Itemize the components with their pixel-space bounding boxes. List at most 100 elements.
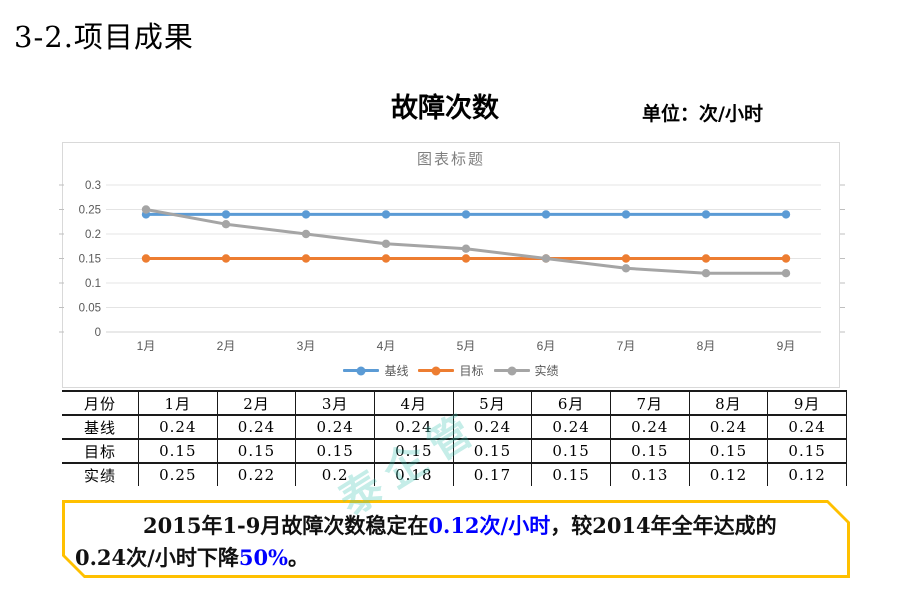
- x-axis-tick-label: 4月: [377, 339, 396, 353]
- x-axis-tick-label: 7月: [617, 339, 636, 353]
- table-cell: 0.15: [767, 438, 847, 464]
- y-axis-tick-label: 0.2: [85, 229, 101, 241]
- data-point-actual: [381, 239, 391, 248]
- data-point-baseline: [781, 210, 791, 219]
- data-point-target: [461, 254, 471, 263]
- data-point-actual: [301, 229, 311, 239]
- summary-box-inner: 2015年1-9月故障次数稳定在0.12次/小时，较2014年全年达成的 0.2…: [65, 503, 847, 575]
- line-chart: 0 0.05 0.1 0.15 0.2 0.25 0.3 1月 2月 3月 4月 5月 6月 7月 8月 9月: [59, 180, 845, 353]
- table-header-cell: 5月: [452, 390, 533, 416]
- y-axis-tick-label: 0.25: [79, 205, 101, 217]
- table-cell: 0.15: [609, 438, 690, 464]
- table-cell: 0.15: [295, 438, 375, 464]
- table-row-label: 基线: [62, 414, 139, 440]
- data-point-actual: [541, 254, 551, 263]
- y-axis-tick-label: 0.05: [79, 303, 101, 315]
- table-header-cell: 2月: [216, 390, 297, 416]
- axis-labels: 0 0.05 0.1 0.15 0.2 0.25 0.3 1月 2月 3月 4月 5月 6月 7月 8月 9月: [79, 180, 796, 353]
- table-header-cell: 6月: [531, 390, 611, 416]
- summary-highlight-percent: 50%: [238, 545, 289, 570]
- table-header-cell: 3月: [295, 390, 375, 416]
- x-axis-tick-label: 6月: [537, 339, 556, 353]
- x-axis-tick-label: 2月: [217, 339, 236, 353]
- table-row-label: 实绩: [62, 462, 139, 486]
- chart-panel: 图表标题 0 0.05 0.1 0.15 0.2 0.25 0.3 1月 2月 3月 4月 5月 6月 7…: [59, 142, 845, 388]
- table-header-cell: 9月: [767, 390, 847, 416]
- chart-inner-title: 图表标题: [416, 151, 485, 168]
- y-axis-tick-label: 0.1: [85, 278, 101, 290]
- summary-highlight-value: 0.12次/小时: [428, 513, 551, 538]
- table-row: 目标 0.15 0.15 0.15 0.15 0.15 0.15 0.15 0.15 0.15: [62, 438, 847, 464]
- x-axis-tick-label: 3月: [297, 339, 316, 353]
- y-axis-tick-label: 0.15: [79, 254, 101, 266]
- table-cell: 0.24: [531, 414, 611, 440]
- y-axis-tick-label: 0.3: [85, 180, 101, 192]
- summary-box: 2015年1-9月故障次数稳定在0.12次/小时，较2014年全年达成的 0.2…: [62, 500, 850, 578]
- data-point-baseline: [461, 210, 471, 219]
- summary-text: 2015年1-9月故障次数稳定在0.12次/小时，较2014年全年达成的 0.2…: [65, 503, 847, 575]
- series-actual: [141, 205, 791, 278]
- table-header-cell: 4月: [373, 390, 454, 416]
- legend-label: 实绩: [534, 364, 559, 378]
- data-point-target: [381, 254, 391, 263]
- x-axis-tick-label: 5月: [457, 339, 476, 353]
- table-cell: 0.15: [138, 438, 218, 464]
- x-axis-tick-label: 9月: [777, 339, 796, 353]
- data-point-baseline: [701, 210, 711, 219]
- table-cell: 0.24: [373, 414, 454, 440]
- table-header-cell: 7月: [609, 390, 690, 416]
- legend-label: 基线: [384, 364, 409, 378]
- table-cell: 0.24: [138, 414, 218, 440]
- table-header-cell: 月份: [62, 390, 139, 416]
- table-header-cell: 8月: [688, 390, 769, 416]
- legend-label: 目标: [459, 364, 484, 378]
- data-point-actual: [781, 269, 791, 278]
- x-axis-tick-label: 1月: [137, 339, 156, 353]
- legend-item-baseline: 基线: [343, 362, 408, 379]
- legend-marker-icon: [493, 366, 530, 375]
- y-axis-tick-label: 0: [95, 327, 101, 339]
- table-row-label: 目标: [62, 438, 139, 464]
- series-baseline: [141, 210, 791, 219]
- data-point-baseline: [541, 210, 551, 219]
- legend-marker-icon: [418, 366, 455, 375]
- table-cell: 0.12: [688, 462, 769, 486]
- table-cell: 0.18: [373, 462, 454, 486]
- page-title: 3-2.项目成果: [14, 20, 194, 54]
- data-point-baseline: [221, 210, 231, 219]
- legend-item-target: 目标: [418, 362, 484, 379]
- data-point-actual: [141, 205, 151, 214]
- table-row: 基线 0.24 0.24 0.24 0.24 0.24 0.24 0.24 0.24 0.24: [62, 414, 847, 440]
- data-point-baseline: [381, 210, 391, 219]
- table-cell: 0.15: [688, 438, 769, 464]
- data-point-target: [781, 254, 791, 263]
- table-header-cell: 1月: [138, 390, 218, 416]
- table-cell: 0.2: [295, 462, 375, 486]
- table-cell: 0.15: [373, 438, 454, 464]
- data-point-actual: [461, 244, 471, 253]
- table-cell: 0.15: [452, 438, 533, 464]
- table-cell: 0.15: [531, 438, 611, 464]
- summary-text-normal: 0.24次/小时下降: [75, 545, 239, 570]
- table-cell: 0.13: [609, 462, 690, 486]
- table-cell: 0.24: [452, 414, 533, 440]
- data-point-baseline: [621, 210, 631, 219]
- table-cell: 0.22: [216, 462, 297, 486]
- legend-item-actual: 实绩: [493, 362, 559, 379]
- table-cell: 0.25: [138, 462, 218, 486]
- data-point-actual: [221, 220, 231, 229]
- table-cell: 0.24: [767, 414, 847, 440]
- summary-text-normal: ，较2014年全年达成的: [550, 513, 777, 538]
- data-point-target: [221, 254, 231, 263]
- summary-text-normal: 。: [288, 545, 310, 570]
- summary-line-2: 0.24次/小时下降50%。: [75, 542, 833, 574]
- table-cell: 0.24: [609, 414, 690, 440]
- data-point-target: [621, 254, 631, 263]
- data-point-actual: [701, 269, 711, 278]
- table-cell: 0.24: [295, 414, 375, 440]
- summary-text-normal: 2015年1-9月故障次数稳定在: [143, 513, 429, 538]
- data-point-target: [301, 254, 311, 263]
- table-cell: 0.17: [452, 462, 533, 486]
- table-cell: 0.24: [216, 414, 297, 440]
